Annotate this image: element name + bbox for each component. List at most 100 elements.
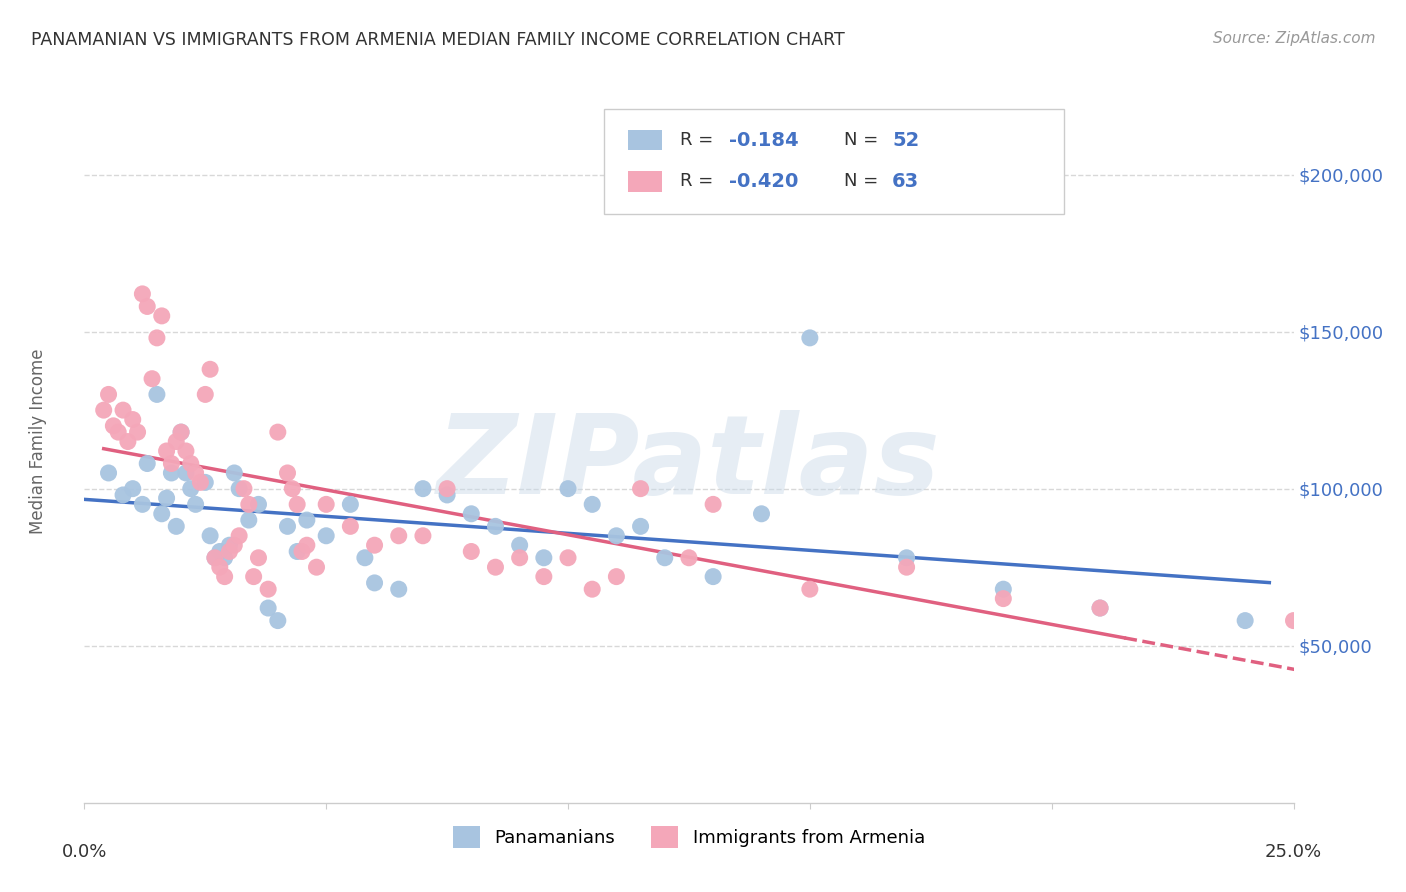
Point	[228, 482, 250, 496]
Point	[170, 425, 193, 439]
Point	[121, 412, 143, 426]
Point	[150, 507, 173, 521]
Point	[896, 560, 918, 574]
Point	[993, 591, 1015, 606]
FancyBboxPatch shape	[605, 109, 1064, 214]
Point	[533, 550, 555, 565]
Point	[1282, 614, 1305, 628]
Point	[285, 497, 308, 511]
Point	[194, 475, 217, 490]
Point	[1379, 632, 1402, 647]
Point	[247, 550, 270, 565]
Point	[97, 466, 120, 480]
Point	[155, 491, 177, 505]
FancyBboxPatch shape	[628, 171, 662, 192]
Point	[276, 519, 298, 533]
Point	[388, 529, 411, 543]
Point	[460, 544, 482, 558]
Point	[1088, 601, 1111, 615]
Point	[180, 457, 202, 471]
Point	[184, 466, 207, 480]
Point	[160, 457, 183, 471]
Point	[678, 550, 700, 565]
Point	[155, 444, 177, 458]
Point	[131, 497, 153, 511]
Point	[146, 387, 169, 401]
Point	[257, 582, 280, 597]
Point	[557, 482, 579, 496]
Point	[581, 497, 603, 511]
Point	[233, 482, 256, 496]
Point	[630, 482, 652, 496]
Point	[103, 418, 125, 433]
Point	[281, 482, 304, 496]
Point	[214, 569, 236, 583]
Point	[97, 387, 120, 401]
Point	[267, 614, 290, 628]
Point	[117, 434, 139, 449]
Point	[605, 569, 627, 583]
Point	[295, 538, 318, 552]
Text: 52: 52	[891, 131, 920, 150]
Point	[238, 513, 260, 527]
Point	[315, 497, 337, 511]
Point	[136, 457, 159, 471]
Point	[605, 529, 627, 543]
Point	[198, 529, 221, 543]
Point	[224, 466, 246, 480]
Point	[354, 550, 377, 565]
Point	[146, 331, 169, 345]
Point	[112, 403, 135, 417]
Point	[339, 497, 361, 511]
Point	[436, 488, 458, 502]
Point	[194, 387, 217, 401]
Point	[315, 529, 337, 543]
Text: 63: 63	[891, 172, 920, 191]
Point	[127, 425, 149, 439]
Point	[165, 519, 187, 533]
Point	[339, 519, 361, 533]
Point	[460, 507, 482, 521]
Text: Source: ZipAtlas.com: Source: ZipAtlas.com	[1212, 31, 1375, 46]
Point	[557, 550, 579, 565]
Point	[267, 425, 290, 439]
Point	[121, 482, 143, 496]
Point	[509, 538, 531, 552]
Text: ZIPatlas: ZIPatlas	[437, 409, 941, 516]
Point	[228, 529, 250, 543]
Text: R =: R =	[681, 131, 720, 149]
Point	[412, 482, 434, 496]
Point	[214, 550, 236, 565]
Point	[208, 560, 231, 574]
Point	[170, 425, 193, 439]
Point	[93, 403, 115, 417]
Point	[174, 444, 197, 458]
Point	[242, 569, 264, 583]
Point	[238, 497, 260, 511]
Point	[180, 482, 202, 496]
Point	[112, 488, 135, 502]
Point	[533, 569, 555, 583]
Point	[295, 513, 318, 527]
Point	[509, 550, 531, 565]
Point	[484, 560, 506, 574]
Point	[174, 466, 197, 480]
Point	[247, 497, 270, 511]
Text: -0.420: -0.420	[728, 172, 799, 191]
Point	[751, 507, 773, 521]
Point	[131, 286, 153, 301]
Point	[581, 582, 603, 597]
Point	[412, 529, 434, 543]
Point	[799, 582, 821, 597]
Point	[218, 538, 240, 552]
Point	[184, 497, 207, 511]
Point	[654, 550, 676, 565]
Text: 25.0%: 25.0%	[1265, 843, 1322, 861]
Point	[276, 466, 298, 480]
Point	[160, 466, 183, 480]
Point	[484, 519, 506, 533]
Point	[630, 519, 652, 533]
Point	[799, 331, 821, 345]
Text: N =: N =	[844, 172, 884, 190]
Point	[993, 582, 1015, 597]
